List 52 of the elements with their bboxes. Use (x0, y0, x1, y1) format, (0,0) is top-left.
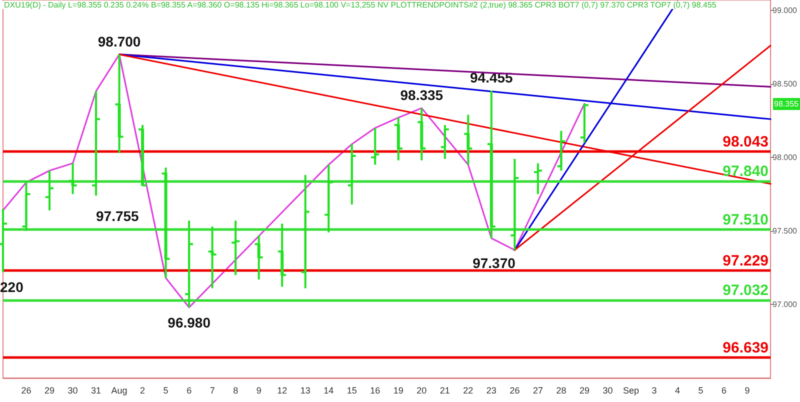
x-tick-label: 30 (602, 386, 613, 396)
x-tick-label: 9 (256, 386, 262, 396)
annotation: 98.335 (400, 87, 444, 104)
x-tick-label: 26 (510, 386, 520, 396)
x-tick-label: 26 (21, 386, 32, 396)
x-tick-label: 4 (674, 386, 680, 396)
annotation: 96.980 (168, 314, 211, 330)
ref-line-label: 97.840 (722, 162, 769, 180)
x-tick-label: 14 (324, 386, 334, 396)
x-tick-label: 27 (532, 386, 543, 396)
x-tick-label: 21 (440, 386, 450, 396)
annotation: 98.700 (98, 33, 141, 50)
x-tick-label: 15 (346, 386, 357, 396)
x-tick-label: 5 (698, 386, 704, 396)
x-tick-label: 23 (486, 386, 496, 396)
x-tick-label: 5 (163, 386, 168, 396)
x-tick-label: 6 (186, 386, 192, 396)
ref-line-label: 97.032 (722, 282, 769, 300)
x-tick-label: 31 (91, 386, 102, 396)
x-tick-label: Aug (111, 386, 128, 396)
y-tick-label: 98.000 (772, 152, 798, 162)
x-tick-label: 29 (579, 386, 590, 396)
x-tick-label: 19 (393, 386, 404, 396)
x-tick-label: 22 (463, 386, 474, 396)
annotation: 220 (0, 279, 24, 295)
line-series (2, 54, 586, 308)
y-tick-label: 99.000 (772, 6, 798, 15)
x-tick-label: 3 (652, 386, 657, 396)
text: 98.355 (774, 100, 800, 108)
chart-title: DXU19(D) - Daily L=98.355 0.235 0.24% B=98.355 A=98.360 O=98.135 Hi=98.365 Lo=98.100 V=13,255 NV PLOTTRENDPOINTS#2 (2,true) 98.365 CPR3 BOT7 (0,7) 97.370 CPR3 TOP7 (0,7) 98.455 (4, 0, 717, 10)
x-tick-label: 8 (233, 386, 238, 396)
x-tick-label: Sep (622, 386, 639, 396)
x-tick-label: 29 (44, 386, 55, 396)
x-tick-label: 7 (210, 386, 215, 396)
y-tick-label: 97.500 (772, 226, 798, 236)
x-tick-label: 30 (68, 386, 78, 396)
y-tick-label: 98.500 (772, 79, 798, 88)
ref-line-label: 97.510 (722, 211, 769, 228)
annotation: 97.370 (472, 255, 516, 271)
x-tick-label: 28 (556, 386, 566, 396)
x-tick-label: 6 (722, 386, 727, 396)
x-tick-label: 12 (277, 386, 288, 396)
ref-line-label: 97.229 (722, 252, 769, 270)
y-tick-label: 97.000 (772, 300, 798, 309)
x-tick-label: 9 (744, 386, 750, 396)
ref-line-label: 98.043 (722, 133, 769, 150)
x-tick-label: 13 (300, 386, 310, 396)
x-tick-label: 16 (370, 386, 380, 396)
ref-line-label: 96.639 (722, 339, 769, 356)
x-tick-label: 2 (140, 386, 146, 396)
annotation: 97.755 (96, 208, 140, 224)
x-tick-label: 20 (416, 386, 427, 396)
